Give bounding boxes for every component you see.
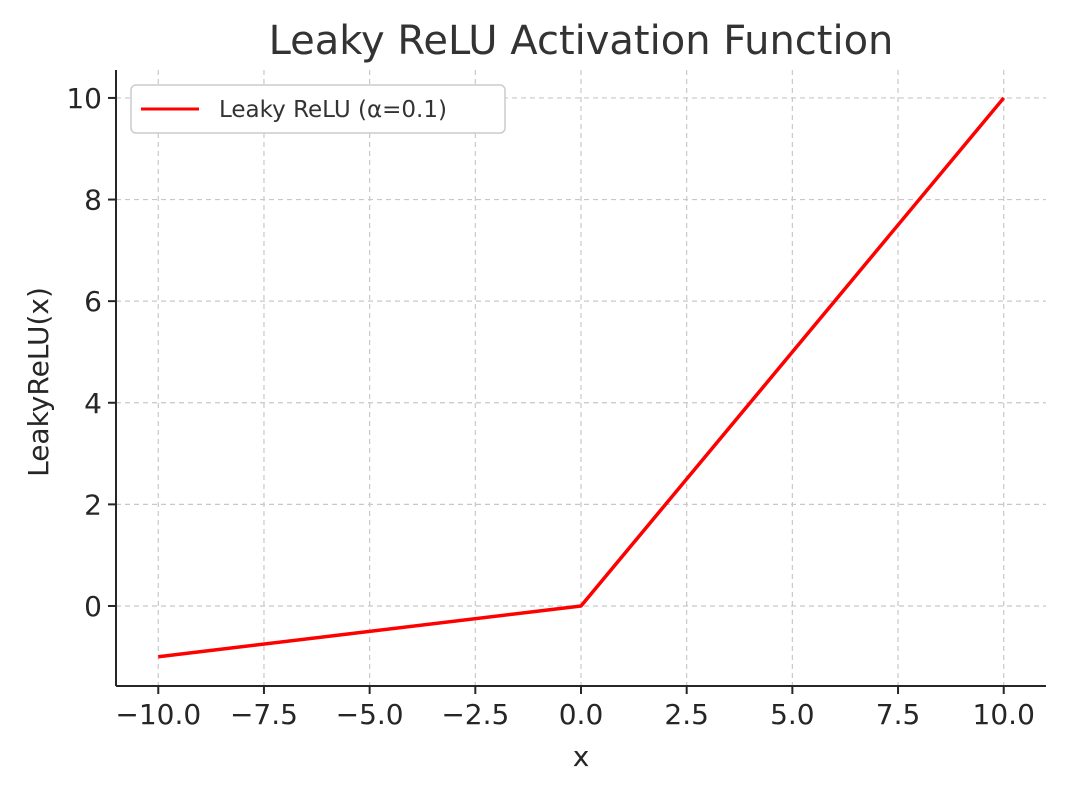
legend-box (130, 84, 506, 134)
x-tick-label: 10.0 (973, 698, 1035, 731)
grid (116, 70, 1046, 686)
x-tick-label: 7.5 (876, 698, 921, 731)
y-tick-label: 10 (66, 82, 102, 115)
x-tick-label: −2.5 (441, 698, 509, 731)
series-lines (158, 96, 1006, 659)
x-axis-label: x (573, 740, 590, 773)
chart-title: Leaky ReLU Activation Function (269, 18, 894, 64)
x-tick-label: 2.5 (664, 698, 709, 731)
y-tick-label: 2 (84, 488, 102, 521)
x-tick-label: 0.0 (559, 698, 604, 731)
y-tick-label: 8 (84, 184, 102, 217)
legend: Leaky ReLU (α=0.1) (130, 84, 506, 134)
y-tick-label: 0 (84, 590, 102, 623)
y-tick-label: 4 (84, 387, 102, 420)
series-line-leaky-relu (158, 96, 1006, 659)
x-tick-label: −7.5 (230, 698, 298, 731)
x-tick-label: 5.0 (770, 698, 815, 731)
legend-label: Leaky ReLU (α=0.1) (219, 97, 447, 123)
x-tick-label: −5.0 (336, 698, 404, 731)
x-tick-label: −10.0 (115, 698, 201, 731)
y-tick-label: 6 (84, 285, 102, 318)
y-axis-label: LeakyReLU(x) (22, 287, 55, 477)
ticks: −10.0 −7.5 −5.0 −2.5 0.0 2.5 5.0 7.5 10.0 0 2 4 6 8 10 (66, 82, 1035, 731)
